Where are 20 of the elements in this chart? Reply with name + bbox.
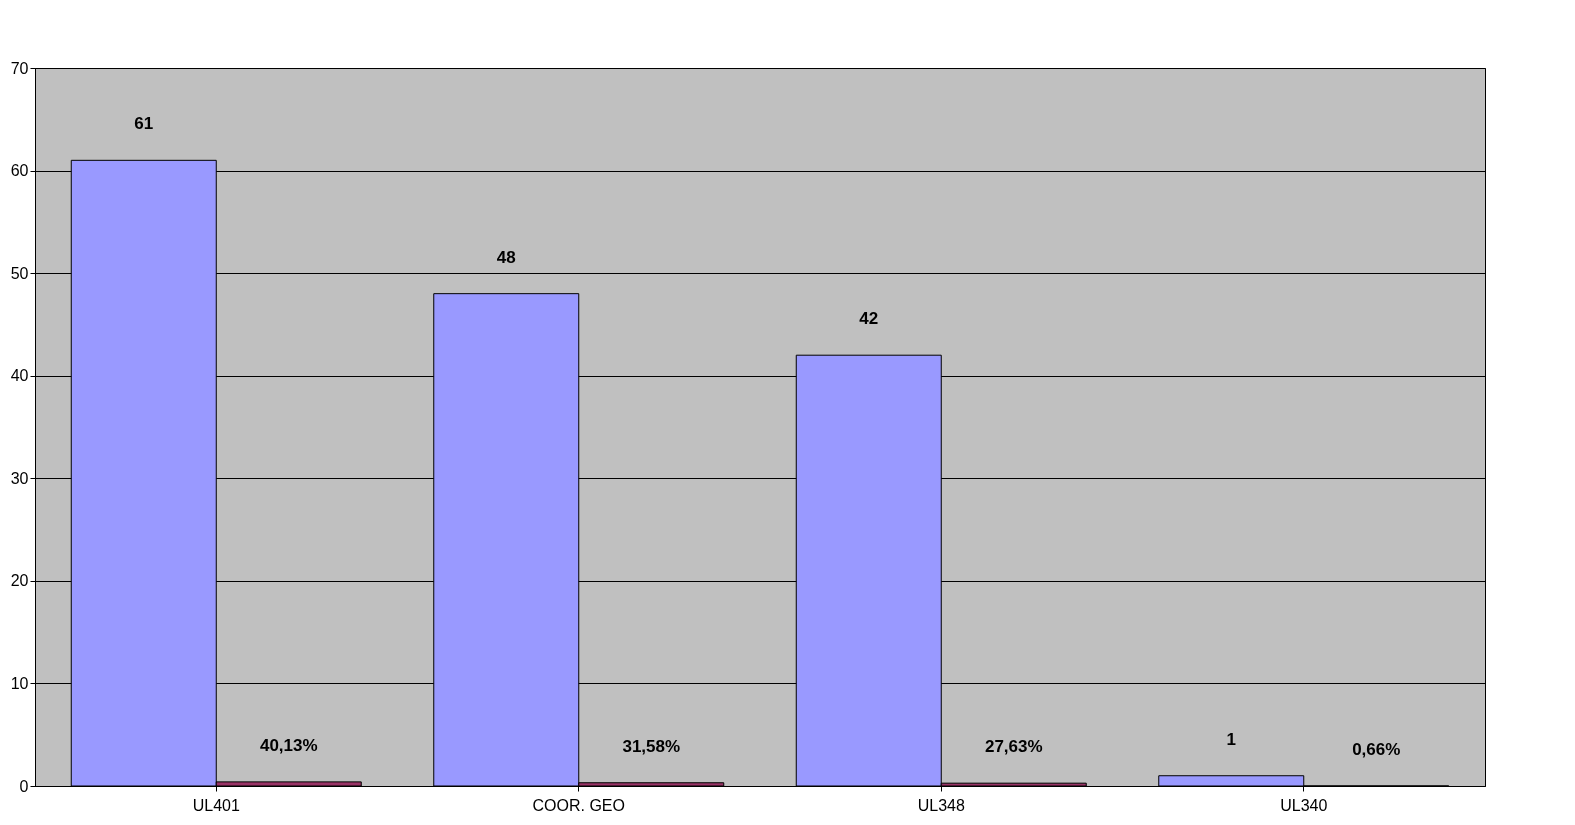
y-tick-label: 20 (10, 572, 29, 590)
data-label: 0,66% (1352, 739, 1401, 759)
x-tick-label: UL348 (917, 796, 965, 814)
data-label: 40,13% (259, 735, 318, 755)
x-tick-label: UL340 (1280, 796, 1328, 814)
data-label: 31,58% (622, 736, 681, 756)
data-label: 61 (134, 114, 154, 134)
data-label: 42 (859, 309, 879, 329)
y-tick-label: 40 (10, 367, 29, 385)
x-tick-label: UL401 (192, 796, 240, 814)
y-tick-label: 10 (10, 674, 29, 692)
y-tick-label: 70 (10, 59, 29, 77)
data-label: 27,63% (984, 737, 1043, 757)
y-tick-label: 0 (19, 777, 29, 795)
y-tick-label: 50 (10, 264, 29, 282)
y-tick-label: 60 (10, 162, 29, 180)
x-tick-label: COOR. GEO (532, 796, 625, 814)
data-label: 48 (496, 247, 516, 267)
y-tick-label: 30 (10, 469, 29, 487)
data-label: 1 (1226, 729, 1236, 749)
